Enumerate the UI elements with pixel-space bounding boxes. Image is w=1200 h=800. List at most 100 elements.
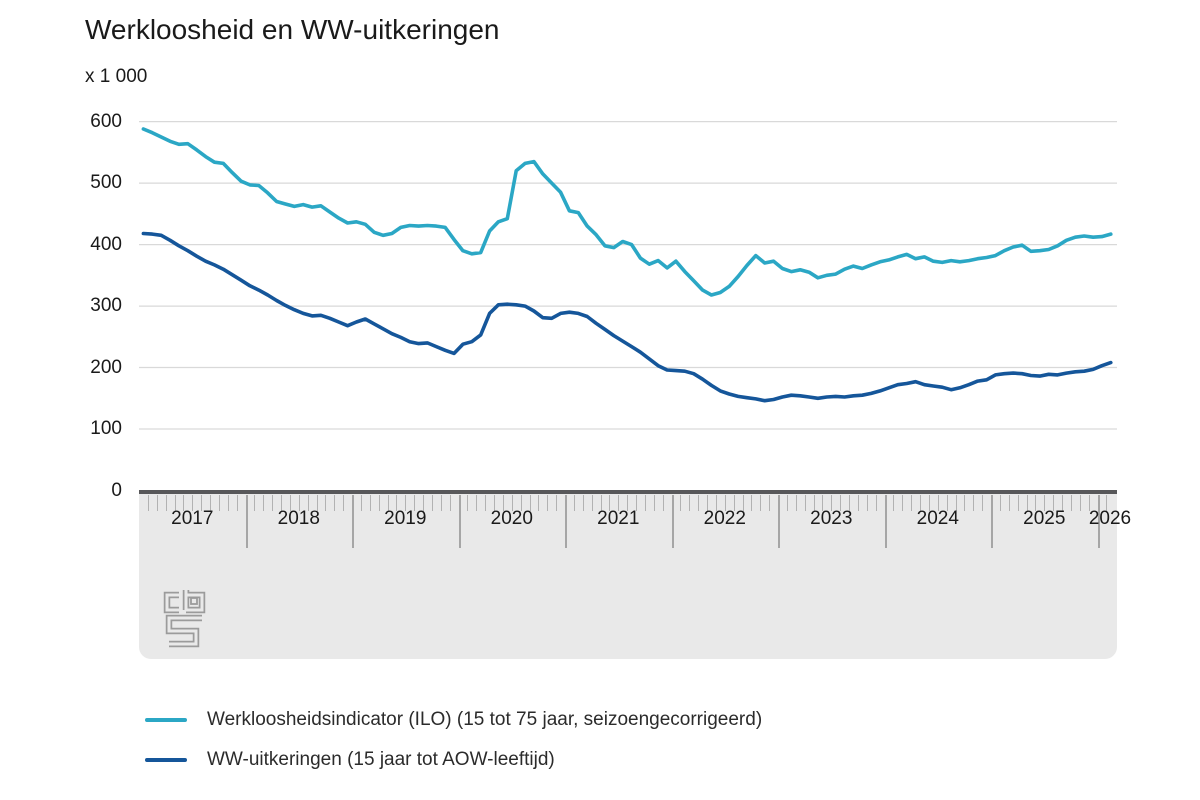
- year-separator: [458, 495, 461, 548]
- month-tick: [1088, 495, 1090, 511]
- year-label: 2026: [1088, 508, 1132, 529]
- year-label: 2019: [384, 508, 427, 529]
- month-tick: [520, 495, 522, 511]
- series-line-0: [141, 127, 1113, 297]
- month-tick: [360, 495, 362, 511]
- month-tick: [431, 495, 433, 511]
- month-tick: [928, 495, 930, 511]
- month-tick: [156, 495, 158, 511]
- month-tick: [414, 495, 416, 511]
- month-tick: [920, 495, 921, 511]
- month-tick: [254, 495, 256, 511]
- month-tick: [405, 495, 407, 511]
- month-tick: [946, 495, 948, 511]
- month-tick: [1106, 495, 1108, 511]
- month-tick: [281, 495, 282, 511]
- month-tick: [529, 495, 531, 511]
- month-tick: [618, 495, 620, 511]
- month-tick: [440, 495, 442, 511]
- month-tick: [795, 495, 797, 511]
- month-tick: [547, 495, 549, 511]
- month-tick: [485, 495, 487, 511]
- month-tick: [1026, 495, 1028, 511]
- month-tick: [218, 495, 220, 511]
- month-tick: [707, 495, 708, 511]
- month-tick: [813, 495, 815, 511]
- month-tick: [210, 495, 211, 511]
- month-tick: [556, 495, 558, 511]
- month-tick: [538, 495, 540, 511]
- year-label: 2022: [703, 508, 746, 529]
- y-axis-label: 300: [90, 295, 122, 317]
- month-tick: [573, 495, 575, 511]
- month-tick: [786, 495, 788, 511]
- month-tick: [502, 495, 504, 511]
- month-tick: [636, 495, 637, 511]
- year-label: 2025: [1023, 508, 1066, 529]
- year-separator: [884, 495, 887, 548]
- month-tick: [804, 495, 806, 511]
- month-tick: [494, 495, 495, 511]
- series-line-1: [141, 231, 1113, 403]
- year-label: 2024: [916, 508, 959, 529]
- month-tick: [1079, 495, 1081, 511]
- y-axis-label: 400: [90, 233, 122, 255]
- year-separator: [565, 495, 567, 548]
- month-tick: [263, 495, 265, 511]
- legend: Werkloosheidsindicator (ILO) (15 tot 75 …: [145, 700, 762, 780]
- chart-title: Werkloosheid en WW-uitkeringen: [85, 14, 500, 45]
- month-tick: [857, 495, 859, 511]
- x-axis-line: [139, 490, 1117, 494]
- year-separator: [352, 495, 354, 548]
- month-tick: [1070, 495, 1072, 511]
- month-tick: [227, 495, 229, 511]
- month-tick: [937, 495, 939, 511]
- legend-label: Werkloosheidsindicator (ILO) (15 tot 75 …: [207, 709, 763, 730]
- year-label: 2017: [171, 508, 214, 529]
- month-tick: [423, 495, 424, 511]
- month-tick: [822, 495, 824, 511]
- year-separator: [245, 495, 248, 548]
- year-label: 2020: [490, 508, 533, 529]
- legend-item-0: Werkloosheidsindicator (ILO) (15 tot 75 …: [145, 700, 762, 740]
- legend-label: WW-uitkeringen (15 jaar tot AOW-leeftijd…: [207, 749, 555, 770]
- y-axis-label: 500: [90, 172, 122, 194]
- month-tick: [769, 495, 771, 511]
- month-tick: [1008, 495, 1010, 511]
- month-tick: [1044, 495, 1046, 511]
- month-tick: [1035, 495, 1037, 511]
- month-tick: [147, 495, 149, 511]
- month-tick: [866, 495, 868, 511]
- month-tick: [449, 495, 451, 511]
- month-tick: [715, 495, 717, 511]
- month-tick: [999, 495, 1001, 511]
- month-tick: [982, 495, 984, 511]
- month-tick: [201, 495, 203, 511]
- month-tick: [724, 495, 726, 511]
- month-tick: [236, 495, 238, 511]
- month-tick: [653, 495, 655, 511]
- month-tick: [272, 495, 274, 511]
- y-axis-label: 600: [90, 110, 122, 132]
- month-tick: [964, 495, 966, 511]
- y-axis-label: 100: [90, 418, 122, 440]
- month-tick: [369, 495, 371, 511]
- month-tick: [582, 495, 584, 511]
- month-tick: [325, 495, 327, 511]
- legend-item-1: WW-uitkeringen (15 jaar tot AOW-leeftijd…: [145, 740, 762, 780]
- month-tick: [316, 495, 318, 511]
- year-label: 2018: [277, 508, 320, 529]
- month-tick: [165, 495, 167, 511]
- month-tick: [849, 495, 850, 511]
- month-tick: [662, 495, 664, 511]
- y-axis-label: 200: [90, 356, 122, 378]
- month-tick: [591, 495, 593, 511]
- month-tick: [334, 495, 336, 511]
- month-tick: [183, 495, 185, 511]
- month-tick: [343, 495, 345, 511]
- month-tick: [378, 495, 380, 511]
- month-tick: [902, 495, 904, 511]
- unit-label: x 1 000: [85, 66, 148, 87]
